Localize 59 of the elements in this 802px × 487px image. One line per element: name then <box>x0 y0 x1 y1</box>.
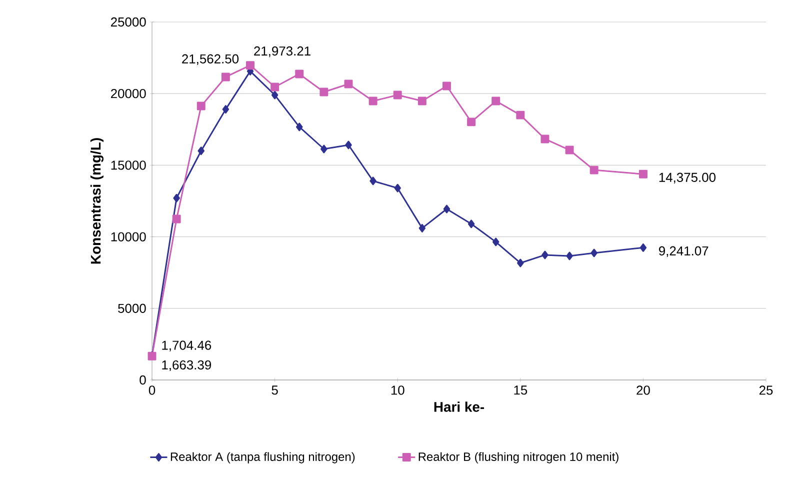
data-label: 21,562.50 <box>182 54 239 66</box>
point <box>173 194 180 202</box>
point <box>271 90 278 100</box>
point <box>296 122 303 132</box>
y-axis-title: Konsentrasi (mg/L) <box>90 138 104 264</box>
point <box>295 70 304 78</box>
x-tick-label: 15 <box>514 386 528 395</box>
point <box>542 250 548 260</box>
point <box>320 144 328 154</box>
data-label: 9,241.07 <box>659 246 708 258</box>
y-tick-label: 0 <box>140 375 146 385</box>
y-tick-label: 10000 <box>111 232 146 242</box>
point <box>540 134 550 144</box>
point <box>246 61 254 70</box>
data-label: 21,973.21 <box>254 46 310 58</box>
point <box>590 166 598 174</box>
point <box>590 248 598 258</box>
point <box>345 140 352 150</box>
point <box>320 88 328 96</box>
point <box>516 110 525 120</box>
data-label: 1,663.39 <box>162 360 212 372</box>
x-tick-label: 20 <box>636 386 650 395</box>
data-label: 1,704.46 <box>162 340 212 352</box>
point <box>370 176 376 186</box>
data-label: 14,375.00 <box>659 172 716 184</box>
point <box>467 118 476 126</box>
point <box>492 96 500 106</box>
point <box>344 80 353 88</box>
point <box>221 72 230 82</box>
y-tick-label: 20000 <box>111 89 146 98</box>
point <box>442 82 451 90</box>
point <box>172 214 181 224</box>
point <box>517 258 524 268</box>
point <box>565 146 574 154</box>
x-tick-label: 10 <box>391 386 404 395</box>
x-axis-title: Hari ke- <box>434 402 484 412</box>
point <box>393 90 402 100</box>
x-tick-label: 5 <box>272 386 278 395</box>
point <box>468 220 475 228</box>
x-tick-label: 25 <box>759 386 773 395</box>
point <box>394 184 401 192</box>
point <box>196 102 206 110</box>
point <box>638 170 648 178</box>
point <box>418 96 426 106</box>
point <box>418 224 426 232</box>
point <box>270 82 280 92</box>
point <box>368 96 378 106</box>
point <box>566 252 573 260</box>
y-tick-label: 25000 <box>111 17 146 27</box>
point <box>443 204 450 214</box>
point <box>492 238 500 246</box>
point <box>640 243 647 252</box>
y-tick-label: 5000 <box>118 304 146 313</box>
point <box>198 146 204 156</box>
legend-label: Reaktor A (tanpa flushing nitrogen) <box>170 452 355 464</box>
legend-label: Reaktor B (flushing nitrogen 10 menit) <box>418 452 618 464</box>
point <box>222 105 230 114</box>
x-tick-label: 0 <box>148 386 156 395</box>
y-tick-label: 15000 <box>111 160 146 170</box>
